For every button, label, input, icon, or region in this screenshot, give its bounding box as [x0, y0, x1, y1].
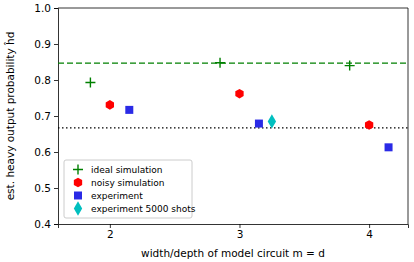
- y-axis: 0.4 0.5 0.6 0.7 0.8 0.9 1.0: [34, 2, 58, 230]
- tick-mark: [54, 80, 58, 81]
- tick-mark: [54, 188, 58, 189]
- tick-label: 2: [107, 228, 114, 240]
- tick-label: 0.7: [34, 110, 51, 122]
- legend: ideal simulation noisy simulation experime…: [64, 160, 196, 218]
- series: [268, 114, 276, 128]
- tick: 0.5: [34, 182, 58, 194]
- tick: 3: [237, 224, 244, 240]
- tick-label: 0.6: [34, 146, 51, 158]
- plot: 2 3 4 0.4 0.5 0.6 0.7 0.8 0.9 1.0 ideal simulation…: [34, 2, 408, 241]
- series: [85, 58, 354, 88]
- y-axis-title: est. heavy output probability ĥd: [4, 32, 16, 201]
- tick-label: 0.4: [34, 218, 51, 230]
- tick-mark: [54, 116, 58, 117]
- point: [215, 58, 225, 68]
- tick-label: 1.0: [34, 2, 51, 14]
- tick-mark: [110, 224, 111, 228]
- tick-mark: [369, 224, 370, 228]
- x-axis-title: width/depth of model circuit m = d: [141, 247, 325, 259]
- tick-mark: [54, 44, 58, 45]
- legend-label: experiment: [91, 191, 143, 201]
- legend-label: experiment 5000 shots: [91, 204, 196, 214]
- point: [345, 61, 355, 71]
- tick-label: 0.5: [34, 182, 51, 194]
- legend-marker: [74, 192, 82, 200]
- reference-line: [58, 62, 408, 63]
- legend-label: ideal simulation: [91, 165, 163, 175]
- tick: 0.7: [34, 110, 58, 122]
- series: [125, 106, 392, 151]
- axis-line: [54, 9, 59, 225]
- point: [125, 106, 133, 114]
- tick-label: 0.8: [34, 74, 51, 86]
- legend-marker: [73, 165, 83, 175]
- legend-marker: [74, 178, 82, 188]
- tick: 0.4: [34, 218, 58, 230]
- legend-label: noisy simulation: [91, 178, 165, 188]
- chart: 2 3 4 0.4 0.5 0.6 0.7 0.8 0.9 1.0 ideal simulation…: [0, 0, 414, 262]
- point: [268, 114, 276, 128]
- tick-label: 3: [237, 228, 244, 240]
- frame: [58, 8, 408, 9]
- tick: 2: [107, 224, 114, 240]
- tick: 0.8: [34, 74, 58, 86]
- tick-label: 4: [366, 228, 373, 240]
- tick: 0.6: [34, 146, 58, 158]
- tick-mark: [54, 224, 58, 225]
- reference-line: [58, 127, 408, 128]
- point: [235, 89, 243, 99]
- point: [255, 120, 263, 128]
- tick-mark: [54, 8, 58, 9]
- tick: 0.9: [34, 38, 58, 50]
- tick-mark: [54, 152, 58, 153]
- tick: 4: [366, 224, 373, 240]
- point: [365, 120, 373, 130]
- tick-mark: [239, 224, 240, 228]
- plot-area: [58, 58, 408, 152]
- point: [385, 143, 393, 151]
- point: [106, 100, 114, 110]
- series: [106, 89, 374, 130]
- tick: 1.0: [34, 2, 58, 14]
- x-axis: 2 3 4: [59, 224, 409, 240]
- point: [85, 78, 95, 88]
- frame: [408, 8, 409, 224]
- tick-label: 0.9: [34, 38, 51, 50]
- legend-marker: [74, 201, 82, 215]
